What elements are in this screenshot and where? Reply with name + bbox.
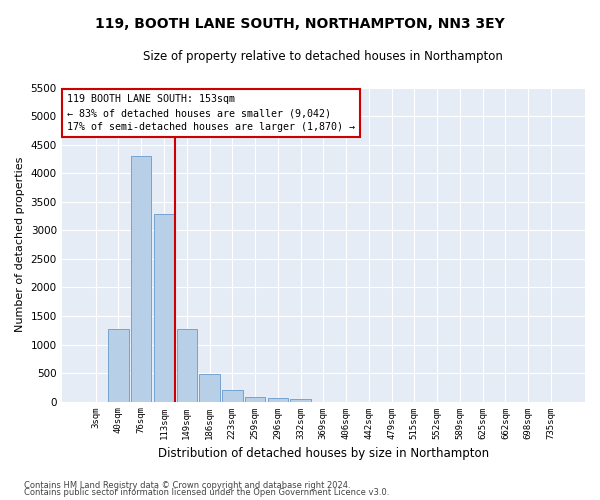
X-axis label: Distribution of detached houses by size in Northampton: Distribution of detached houses by size … <box>158 447 489 460</box>
Bar <box>154 214 174 402</box>
Bar <box>176 328 197 402</box>
Text: Contains public sector information licensed under the Open Government Licence v3: Contains public sector information licen… <box>24 488 389 497</box>
Bar <box>222 390 242 402</box>
Bar <box>268 398 288 402</box>
Bar <box>199 374 220 402</box>
Title: Size of property relative to detached houses in Northampton: Size of property relative to detached ho… <box>143 50 503 63</box>
Text: Contains HM Land Registry data © Crown copyright and database right 2024.: Contains HM Land Registry data © Crown c… <box>24 480 350 490</box>
Y-axis label: Number of detached properties: Number of detached properties <box>15 157 25 332</box>
Bar <box>245 396 265 402</box>
Bar <box>108 329 129 402</box>
Text: 119 BOOTH LANE SOUTH: 153sqm
← 83% of detached houses are smaller (9,042)
17% of: 119 BOOTH LANE SOUTH: 153sqm ← 83% of de… <box>67 94 355 132</box>
Bar <box>290 398 311 402</box>
Bar <box>131 156 151 402</box>
Text: 119, BOOTH LANE SOUTH, NORTHAMPTON, NN3 3EY: 119, BOOTH LANE SOUTH, NORTHAMPTON, NN3 … <box>95 18 505 32</box>
